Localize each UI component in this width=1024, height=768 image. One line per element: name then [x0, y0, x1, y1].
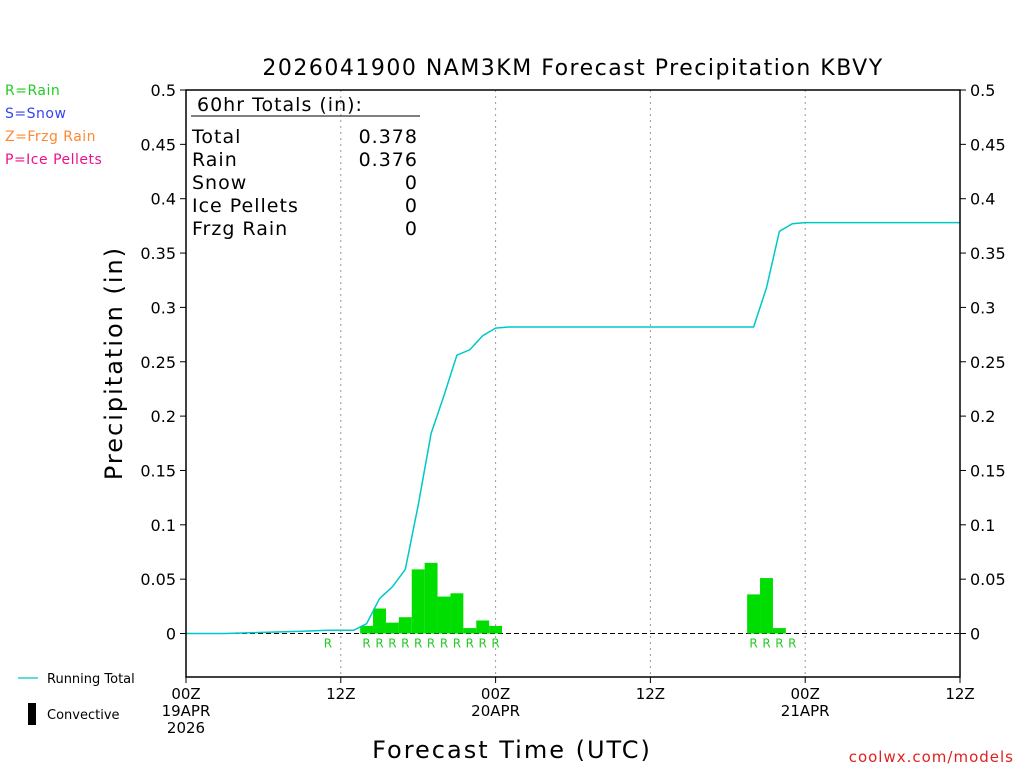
precip-type-marker: R	[491, 637, 499, 651]
precip-type-marker: R	[427, 637, 435, 651]
totals-row-label: Snow	[192, 172, 247, 194]
totals-row-value: 0	[405, 195, 418, 217]
y-tick-label-right: 0.5	[970, 81, 995, 100]
y-tick-label-right: 0.45	[970, 135, 1006, 154]
y-tick-label-left: 0.05	[140, 570, 176, 589]
precip-bar	[476, 620, 490, 634]
y-tick-label-right: 0.15	[970, 461, 1006, 480]
x-tick-label: 12Z	[945, 685, 974, 703]
x-axis-label: Forecast Time (UTC)	[372, 736, 652, 764]
legend-swatch-bar	[28, 703, 36, 725]
precip-bar	[747, 594, 761, 634]
y-tick-label-left: 0.25	[140, 353, 176, 372]
plot-area: R R R R R R R R R R R R R R R R0 00.05 0.050.1 0.10.15 0.15…	[140, 81, 1005, 737]
precip-type-marker: R	[762, 637, 770, 651]
precip-bar	[424, 562, 438, 634]
precip-bar	[437, 596, 451, 634]
type-legend-item: P=Ice Pellets	[5, 152, 102, 168]
chart-title: 2026041900 NAM3KM Forecast Precipitation…	[262, 56, 883, 81]
running-total-line	[186, 221, 960, 635]
y-tick-label-right: 0.1	[970, 516, 995, 535]
x-tick-label: 2026	[167, 719, 205, 737]
legend-item-label: Running Total	[47, 672, 135, 687]
precip-bar	[463, 628, 477, 634]
precip-type-marker: R	[440, 637, 448, 651]
totals-row-label: Total	[191, 126, 241, 148]
y-tick-label-left: 0	[166, 625, 176, 644]
y-tick-label-left: 0.4	[151, 190, 176, 209]
x-tick-label: 00Z	[791, 685, 820, 703]
y-tick-label-right: 0.3	[970, 298, 995, 317]
precip-type-marker: R	[388, 637, 396, 651]
type-legend-item: R=Rain	[5, 83, 60, 99]
y-tick-label-left: 0.35	[140, 244, 176, 263]
type-legend-item: S=Snow	[5, 106, 66, 122]
y-tick-label-right: 0.4	[970, 190, 995, 209]
y-tick-label-left: 0.5	[151, 81, 176, 100]
y-tick-label-left: 0.2	[151, 407, 176, 426]
precip-type-marker: R	[775, 637, 783, 651]
precip-bar	[398, 617, 412, 634]
precip-bar	[760, 578, 773, 634]
totals-row-value: 0	[405, 172, 418, 194]
plot-frame	[185, 89, 961, 678]
x-tick-label: 21APR	[781, 702, 830, 720]
y-tick-label-right: 0.2	[970, 407, 995, 426]
precip-type-marker: R	[479, 637, 487, 651]
y-tick-label-right: 0	[970, 625, 980, 644]
totals-row-value: 0	[405, 218, 418, 240]
y-tick-label-right: 0.35	[970, 244, 1006, 263]
x-tick-label: 12Z	[636, 685, 665, 703]
y-tick-label-right: 0.05	[970, 570, 1006, 589]
x-tick-label: 12Z	[326, 685, 355, 703]
y-tick-label-left: 0.15	[140, 461, 176, 480]
precip-type-marker: R	[324, 637, 332, 651]
totals-row-label: Rain	[192, 149, 238, 171]
y-axis-label: Precipitation (in)	[100, 246, 128, 480]
precip-bar	[385, 622, 399, 634]
y-tick-label-left: 0.45	[140, 135, 176, 154]
precip-type-marker: R	[466, 637, 474, 651]
y-tick-label-left: 0.3	[151, 298, 176, 317]
precip-type-marker: R	[401, 637, 409, 651]
precip-type-marker: R	[749, 637, 757, 651]
x-tick-label: 00Z	[481, 685, 510, 703]
credit-label: coolwx.com/models	[849, 748, 1014, 766]
totals-row-value: 0.378	[359, 126, 418, 148]
totals-title: 60hr Totals (in):	[197, 94, 363, 116]
totals-row-label: Ice Pellets	[192, 195, 299, 217]
y-tick-label-left: 0.1	[151, 516, 176, 535]
totals-row-label: Frzg Rain	[192, 218, 288, 240]
precip-bar	[772, 628, 786, 634]
legend-item-label: Convective	[47, 708, 120, 723]
x-tick-label: 19APR	[162, 702, 211, 720]
x-tick-label: 20APR	[471, 702, 520, 720]
type-legend-item: Z=Frzg Rain	[5, 129, 96, 145]
precip-type-marker: R	[788, 637, 796, 651]
precip-bar	[373, 608, 386, 634]
x-tick-label: 00Z	[171, 685, 200, 703]
precip-type-marker: R	[414, 637, 422, 651]
precip-bar	[489, 625, 503, 634]
precip-type-marker: R	[362, 637, 370, 651]
precip-type-marker: R	[453, 637, 461, 651]
precip-bar	[450, 593, 464, 634]
y-tick-label-right: 0.25	[970, 353, 1006, 372]
precip-bar	[360, 625, 374, 634]
totals-row-value: 0.376	[359, 149, 418, 171]
precip-bar	[411, 569, 425, 634]
precip-type-marker: R	[375, 637, 383, 651]
